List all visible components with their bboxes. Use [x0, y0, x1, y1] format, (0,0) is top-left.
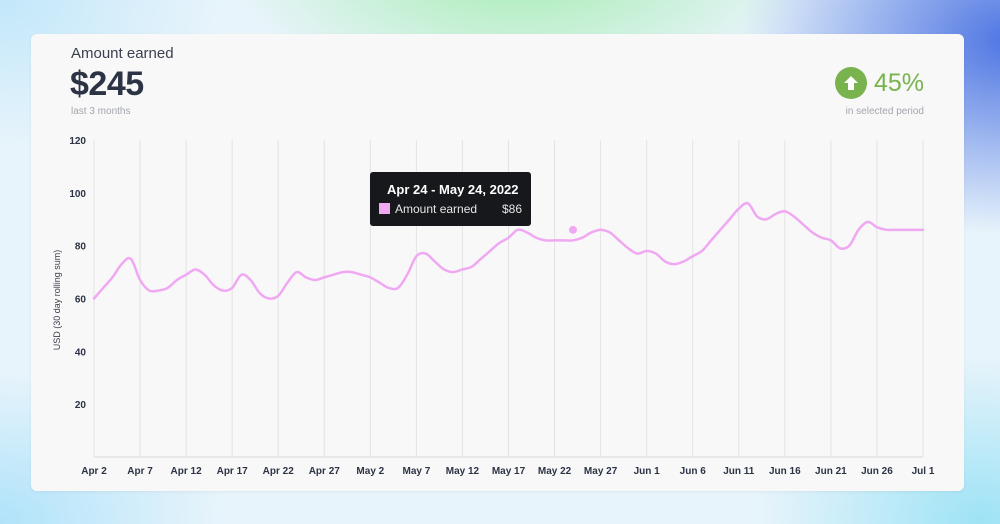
y-tick-label: 40 [75, 347, 87, 358]
y-tick-label: 80 [75, 242, 87, 253]
x-tick-label: May 22 [538, 466, 572, 477]
hover-point[interactable] [568, 225, 577, 234]
y-axis-ticks: 20 40 60 80 100 120 [69, 136, 86, 411]
x-tick-label: May 17 [492, 466, 526, 477]
x-tick-label: May 27 [584, 466, 618, 477]
period-label: last 3 months [71, 106, 131, 117]
x-tick-label: Jun 11 [723, 466, 755, 477]
change-caption: in selected period [845, 106, 924, 117]
series-layer [92, 201, 925, 300]
x-tick-label: Apr 17 [217, 466, 249, 477]
card-title: Amount earned [71, 45, 174, 62]
x-tick-label: Jun 1 [634, 466, 661, 477]
tooltip-date-range: Apr 24 - May 24, 2022 [387, 182, 519, 197]
x-tick-label: Apr 12 [171, 466, 203, 477]
x-tick-label: Jun 26 [861, 466, 893, 477]
x-tick-label: Jul 1 [912, 466, 935, 477]
tooltip-value: $86 [501, 202, 522, 216]
x-tick-label: Jun 21 [815, 466, 847, 477]
tooltip-legend-swatch [379, 203, 390, 214]
x-tick-label: Jun 16 [769, 466, 801, 477]
y-tick-label: 20 [75, 400, 87, 411]
y-tick-label: 120 [69, 136, 86, 147]
y-tick-label: 100 [69, 189, 86, 200]
x-tick-label: Apr 27 [309, 466, 341, 477]
series-line-amount-earned[interactable] [92, 201, 925, 300]
total-amount: $245 [70, 65, 144, 103]
x-tick-label: Apr 7 [127, 466, 153, 477]
x-tick-label: Apr 2 [81, 466, 107, 477]
x-tick-label: May 2 [356, 466, 384, 477]
y-axis-label: USD (30 day rolling sum) [52, 250, 62, 351]
x-tick-label: Jun 6 [680, 466, 707, 477]
tooltip-series-name: Amount earned [395, 202, 478, 216]
y-tick-label: 60 [75, 295, 87, 306]
x-tick-label: May 7 [402, 466, 430, 477]
x-tick-label: Apr 22 [263, 466, 295, 477]
x-axis-ticks: Apr 2 Apr 7 Apr 12 Apr 17 Apr 22 Apr 27 May 2 M… [81, 466, 935, 477]
change-percent: 45% [873, 68, 924, 97]
chart-tooltip: Apr 24 - May 24, 2022 Amount earned $86 [370, 172, 531, 226]
x-tick-label: May 12 [446, 466, 480, 477]
arrow-up-icon [834, 67, 867, 99]
change-indicator: 45% [834, 67, 924, 99]
